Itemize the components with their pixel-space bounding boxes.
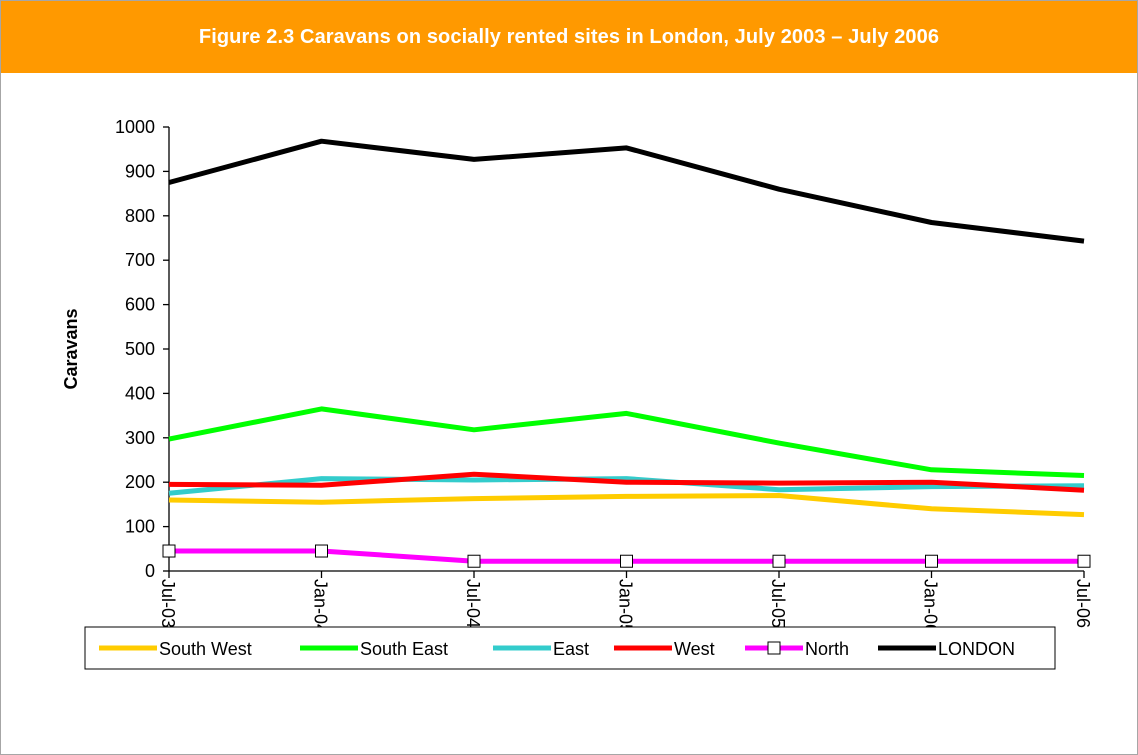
y-tick-label: 400 <box>125 383 155 403</box>
legend-label-south-east: South East <box>360 639 448 659</box>
legend: South West South East East West North LONDON <box>84 626 1056 670</box>
y-tick-label: 300 <box>125 428 155 448</box>
y-tick-label: 0 <box>145 561 155 581</box>
x-tick-label: Jul-05 <box>768 579 788 628</box>
x-tick-label: Jan-04 <box>311 579 331 634</box>
series-line-london <box>168 138 1085 244</box>
series-marker-north <box>467 554 481 568</box>
y-tick-label: 100 <box>125 517 155 537</box>
figure-header: Figure 2.3 Caravans on socially rented s… <box>1 1 1137 73</box>
y-tick-label: 500 <box>125 339 155 359</box>
x-tick-label: Jul-06 <box>1073 579 1093 628</box>
series-line-west <box>168 471 1085 493</box>
y-tick-label: 700 <box>125 250 155 270</box>
series-marker-north <box>315 544 328 558</box>
y-axis-title: Caravans <box>61 308 81 389</box>
y-tick-label: 600 <box>125 295 155 315</box>
legend-label-south-west: South West <box>159 639 252 659</box>
y-tick-label: 900 <box>125 161 155 181</box>
chart-title: Figure 2.3 Caravans on socially rented s… <box>198 25 940 48</box>
x-tick-label: Jan-06 <box>921 579 941 634</box>
y-tick-label: 1000 <box>115 117 155 137</box>
legend-label-east: East <box>553 639 589 659</box>
legend-label-north: North <box>805 639 849 659</box>
x-tick-label: Jul-03 <box>158 579 178 628</box>
series-line-east <box>168 476 1085 496</box>
y-tick-label: 800 <box>125 206 155 226</box>
x-tick-label: Jul-04 <box>463 579 483 628</box>
plot-area: 0 100 200 300 400 500 600 700 800 900 1000 Jul-03 Ja… <box>61 117 1093 634</box>
series-line-south-east <box>168 406 1085 478</box>
series-marker-north <box>1077 554 1091 568</box>
legend-label-west: West <box>674 639 715 659</box>
series-marker-north <box>925 554 938 568</box>
x-tick-label: Jan-05 <box>616 579 636 634</box>
y-tick-label: 200 <box>125 472 155 492</box>
series-marker-north <box>772 554 786 568</box>
legend-marker-north <box>767 641 781 655</box>
series-line-south-west <box>168 493 1085 518</box>
series-marker-north <box>162 544 176 558</box>
series-marker-north <box>620 554 633 568</box>
legend-label-london: LONDON <box>938 639 1015 659</box>
